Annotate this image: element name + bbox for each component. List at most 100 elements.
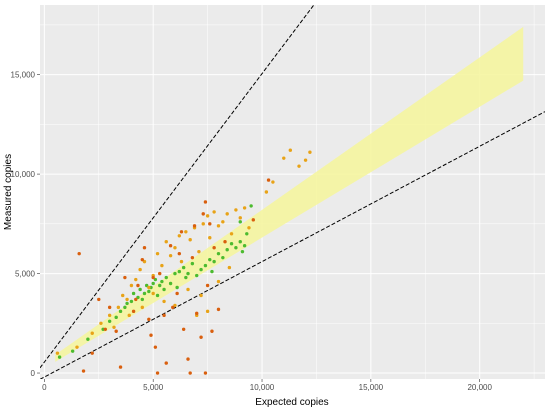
data-point [225,247,229,252]
data-point [121,293,125,298]
data-point [131,309,136,314]
data-point [147,317,151,322]
data-point [162,299,166,304]
data-point [216,251,221,256]
data-point [216,279,221,284]
data-point [134,297,138,302]
major-gridlines [40,5,545,379]
data-point [162,313,166,318]
data-point [238,240,242,244]
data-point [164,361,168,365]
data-point [123,305,127,310]
data-point [118,309,123,314]
data-point [212,210,216,214]
data-point [168,281,173,286]
data-point [266,178,271,182]
data-point [288,148,293,152]
data-point [86,337,90,341]
data-point [129,299,134,304]
y-tick-label: 0 [31,369,36,378]
data-point [142,291,147,296]
data-point [177,234,182,238]
data-point [173,246,177,250]
data-point [208,222,212,226]
data-point [140,305,145,310]
data-point [129,283,134,288]
data-point [229,232,234,236]
data-point [134,277,138,282]
data-point [240,249,245,254]
data-point [184,230,188,234]
data-point [205,214,210,218]
data-point [151,291,155,296]
data-point [188,238,192,242]
data-point [136,283,140,288]
data-point [179,259,184,264]
data-point [103,327,108,331]
data-point [212,259,216,264]
data-point [229,242,234,246]
data-point [227,265,232,270]
data-point [195,273,199,278]
data-point [181,265,186,270]
data-point [138,267,142,272]
y-tick-label: 5,000 [15,270,36,279]
data-point [168,253,173,258]
data-point [201,212,205,216]
data-point [234,208,238,212]
data-point [99,321,103,325]
x-axis-title: Expected copies [255,397,328,408]
y-axis-title: Measured copies [3,154,14,230]
data-point [190,255,195,260]
data-point [282,156,286,160]
data-point [158,271,162,276]
data-point [107,305,112,310]
data-points [55,148,312,375]
data-point [155,251,160,256]
data-point [107,313,112,318]
x-tick-label: 15,000 [359,383,384,392]
data-point [168,244,173,248]
data-point [173,303,177,308]
data-point [221,220,225,224]
y-tick-label: 10,000 [11,170,36,179]
data-point [238,216,242,220]
x-tick-label: 0 [42,383,47,392]
data-point [184,275,188,280]
data-point [164,275,168,280]
data-point [245,232,249,236]
data-point [70,349,75,353]
data-point [125,301,129,306]
confidence-band [55,26,524,362]
data-point [199,335,203,339]
data-point [203,371,208,375]
data-point [210,269,214,274]
data-point [242,206,247,210]
data-point [271,180,275,184]
data-point [153,277,158,282]
data-point [151,275,155,280]
lower-reference-line [40,111,545,379]
data-point [223,240,227,244]
data-point [238,220,242,224]
data-point [155,371,160,375]
data-point [127,313,131,318]
data-point [147,289,151,294]
data-point [210,329,214,333]
confidence-band-area [55,26,524,362]
data-point [186,271,190,276]
data-point [197,249,201,254]
data-point [205,283,210,288]
data-point [216,307,221,312]
data-point [221,255,225,260]
data-point [179,230,184,234]
upper-reference-line [40,5,315,369]
data-point [199,293,203,298]
data-point [138,287,142,292]
data-point [264,190,269,194]
data-point [151,281,155,286]
data-point [195,311,199,316]
data-point [177,251,182,256]
data-point [190,261,195,266]
data-point [164,240,168,244]
